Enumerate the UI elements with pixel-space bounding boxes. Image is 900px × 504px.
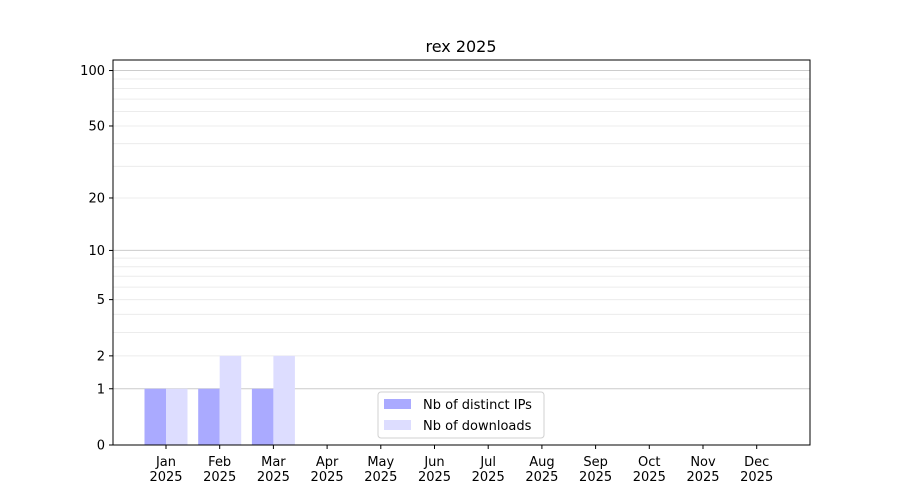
bar-downloads <box>273 355 295 445</box>
x-tick-label: Sep <box>583 455 608 470</box>
bar-distinct-ips <box>144 388 166 445</box>
y-axis: 0 1 2 5 10 20 50 100 <box>80 64 113 454</box>
x-tick-label: 2025 <box>579 470 612 485</box>
bars <box>144 355 295 445</box>
x-tick-label: 2025 <box>364 470 397 485</box>
x-tick-label: Oct <box>638 455 660 470</box>
y-tick-label: 0 <box>97 439 105 454</box>
plot-frame <box>112 59 811 446</box>
y-tick-label: 20 <box>88 191 105 206</box>
grid <box>113 70 810 390</box>
chart-title: rex 2025 <box>425 37 496 56</box>
x-tick-label: 2025 <box>418 470 451 485</box>
x-tick-label: Aug <box>529 455 554 470</box>
x-tick-label: Dec <box>744 455 769 470</box>
y-tick-label: 5 <box>97 293 105 308</box>
bar-downloads <box>166 388 188 445</box>
x-tick-label: Jul <box>479 455 496 470</box>
bar-distinct-ips <box>251 388 274 445</box>
y-tick-label: 2 <box>97 349 105 364</box>
x-tick-label: May <box>367 455 394 470</box>
x-tick-label: Nov <box>690 455 716 470</box>
x-tick-label: 2025 <box>633 470 666 485</box>
bar-downloads <box>219 355 242 445</box>
x-tick-label: 2025 <box>149 470 182 485</box>
legend: Nb of distinct IPs Nb of downloads <box>377 391 545 439</box>
y-tick-label: 50 <box>88 119 105 134</box>
legend-box <box>377 391 545 439</box>
legend-label: Nb of distinct IPs <box>423 398 532 413</box>
x-tick-label: Jan <box>155 455 176 470</box>
bar-distinct-ips <box>198 388 220 445</box>
x-tick-label: 2025 <box>311 470 344 485</box>
x-tick-label: 2025 <box>203 470 236 485</box>
x-tick-label: Jun <box>423 455 444 470</box>
x-tick-label: Feb <box>208 455 231 470</box>
y-tick-label: 10 <box>88 244 105 259</box>
legend-swatch <box>384 399 411 409</box>
legend-label: Nb of downloads <box>423 419 532 434</box>
x-tick-label: 2025 <box>257 470 290 485</box>
x-tick-label: 2025 <box>686 470 719 485</box>
y-tick-label: 1 <box>97 382 105 397</box>
x-tick-label: 2025 <box>740 470 773 485</box>
x-axis: Jan2025Feb2025Mar2025Apr2025May2025Jun20… <box>149 445 773 485</box>
y-tick-label: 100 <box>80 64 105 79</box>
legend-swatch <box>384 420 411 430</box>
x-tick-label: 2025 <box>472 470 505 485</box>
x-tick-label: 2025 <box>525 470 558 485</box>
x-tick-label: Apr <box>316 455 339 470</box>
x-tick-label: Mar <box>261 455 286 470</box>
